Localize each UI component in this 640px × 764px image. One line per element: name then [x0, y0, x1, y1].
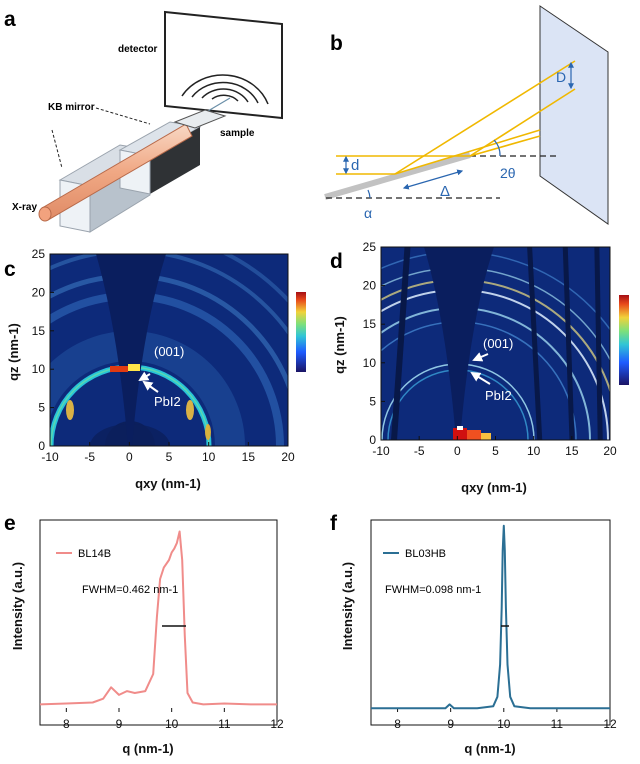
- sample-plane-icon: [324, 152, 471, 200]
- pattern-d-xtick-0: -10: [372, 444, 390, 458]
- pattern-d-ytick-0: 0: [369, 433, 376, 447]
- plot-e-xtick-1: 9: [116, 717, 123, 731]
- fwhm-annotation-e: FWHM=0.462 nm-1: [82, 584, 178, 596]
- plot-e-xtick-0: 8: [63, 717, 70, 731]
- plot-f: 8 9 10 11 12: [371, 524, 617, 731]
- panel-c-label: c: [4, 258, 16, 281]
- plot-f-xtick-1: 9: [447, 717, 454, 731]
- pattern-d-xtick-3: 5: [492, 444, 499, 458]
- ylabel-c: qz (nm-1): [6, 323, 21, 381]
- pattern-d-ytick-1: 5: [369, 394, 376, 408]
- pattern-c-xtick-6: 20: [281, 450, 295, 464]
- two-theta-label: 2θ: [500, 165, 516, 181]
- pattern-c-xtick-0: -10: [41, 450, 59, 464]
- pattern-c-xtick-3: 5: [166, 450, 173, 464]
- plot-f-xtick-3: 11: [551, 717, 564, 731]
- pattern-d-xtick-6: 20: [603, 444, 617, 458]
- panel-f: f 8 9 10 11 12 Intensity (a.u.) q (nm-1) BL0…: [330, 512, 617, 756]
- legend-label-e: BL14B: [78, 548, 111, 560]
- pattern-c-ytick-0: 0: [38, 439, 45, 453]
- panel-e-label: e: [4, 512, 16, 535]
- plot-e-xtick-3: 11: [218, 717, 231, 731]
- xlabel-e: q (nm-1): [122, 741, 173, 756]
- detector-plane-icon: [539, 5, 609, 225]
- plot-e: 8 9 10 11 12: [39, 530, 284, 731]
- sample-icon: [173, 109, 227, 129]
- pattern-c-xtick-2: 0: [126, 450, 133, 464]
- D-label: D: [556, 69, 566, 85]
- ylabel-d: qz (nm-1): [332, 316, 347, 374]
- giwaxs-pattern-d: [381, 247, 610, 440]
- annot-pbi2-d: PbI2: [485, 388, 512, 403]
- pattern-c-ytick-1: 5: [38, 401, 45, 415]
- plot-frame-e: [39, 519, 278, 726]
- detector-label: detector: [118, 44, 158, 55]
- panel-a-label: a: [4, 8, 16, 31]
- plot-e-series-line-0: [39, 530, 277, 706]
- giwaxs-pattern-c: [50, 254, 288, 446]
- pattern-c-ytick-3: 15: [32, 324, 46, 338]
- panel-d-label: d: [330, 250, 343, 273]
- panel-e: e 8 9 10 11 12 Intensity (a.u.) q (nm-1) BL1…: [4, 512, 284, 756]
- panel-b-label: b: [330, 32, 343, 55]
- pattern-c-ytick-5: 25: [32, 247, 46, 261]
- annot-pbi2-c: PbI2: [154, 394, 181, 409]
- legend-label-f: BL03HB: [405, 548, 446, 560]
- pattern-c-ytick-2: 10: [32, 362, 46, 376]
- pattern-d-ytick-4: 20: [363, 279, 377, 293]
- pattern-c-xtick-1: -5: [84, 450, 95, 464]
- plot-f-series-line-0: [371, 524, 610, 710]
- plot-f-xtick-2: 10: [497, 717, 511, 731]
- pattern-d-ytick-3: 15: [363, 317, 377, 331]
- panel-c: c (001) PbI2 -10 -5 0 5 10 15 20 0 5 10 15 20 25 qz …: [4, 247, 306, 491]
- kb-mirror-label: KB mirror: [48, 102, 95, 113]
- panel-b: b d D Δ 2θ α: [324, 5, 609, 225]
- pattern-d-ytick-2: 10: [363, 356, 377, 370]
- panel-d: d (001) PbI2 -10 -5 0 5 10 15 20 0 5 10 15: [330, 240, 629, 495]
- fwhm-annotation-f: FWHM=0.098 nm-1: [385, 584, 481, 596]
- pattern-c-xtick-5: 15: [242, 450, 256, 464]
- plot-e-xtick-4: 12: [270, 717, 284, 731]
- pattern-c-xtick-4: 10: [202, 450, 216, 464]
- detector-icon: [164, 10, 283, 120]
- xlabel-f: q (nm-1): [464, 741, 515, 756]
- plot-f-xtick-0: 8: [394, 717, 401, 731]
- colorbar-c: [296, 292, 306, 372]
- annot-001-d: (001): [483, 336, 513, 351]
- annot-001-c: (001): [154, 344, 184, 359]
- ylabel-f: Intensity (a.u.): [340, 562, 355, 650]
- xlabel-d: qxy (nm-1): [461, 480, 527, 495]
- delta-label: Δ: [440, 183, 450, 200]
- ticks-d: -10 -5 0 5 10 15 20 0 5 10 15 20 25: [363, 240, 617, 458]
- pattern-d-xtick-1: -5: [414, 444, 425, 458]
- plot-frame-f: [370, 519, 611, 726]
- d-label: d: [351, 157, 359, 174]
- xray-label: X-ray: [12, 202, 37, 213]
- pattern-c-ytick-4: 20: [32, 285, 46, 299]
- ylabel-e: Intensity (a.u.): [10, 562, 25, 650]
- pattern-d-xtick-5: 15: [565, 444, 579, 458]
- pattern-d-xtick-2: 0: [454, 444, 461, 458]
- ticks-c: -10 -5 0 5 10 15 20 0 5 10 15 20 25: [32, 247, 295, 464]
- panel-a: a detector KB mirror samp: [4, 8, 283, 233]
- pattern-d-xtick-4: 10: [527, 444, 541, 458]
- colorbar-d: [619, 295, 629, 385]
- alpha-label: α: [364, 205, 372, 221]
- sample-label: sample: [220, 128, 255, 139]
- plot-e-xtick-2: 10: [165, 717, 179, 731]
- panel-f-label: f: [330, 512, 338, 535]
- pattern-d-ytick-5: 25: [363, 240, 377, 254]
- plot-f-xtick-4: 12: [603, 717, 617, 731]
- xlabel-c: qxy (nm-1): [135, 476, 201, 491]
